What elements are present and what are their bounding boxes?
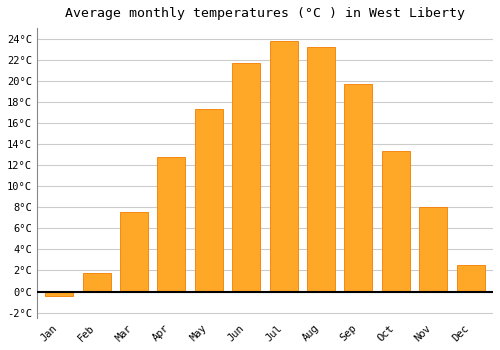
Bar	[307, 47, 335, 292]
Title: Average monthly temperatures (°C ) in West Liberty: Average monthly temperatures (°C ) in We…	[65, 7, 465, 20]
Bar	[45, 292, 74, 296]
Bar	[344, 84, 372, 292]
Bar	[120, 212, 148, 292]
Bar	[158, 157, 186, 292]
Bar	[382, 151, 410, 292]
Bar	[232, 63, 260, 292]
Bar	[270, 41, 297, 292]
Bar	[82, 273, 110, 292]
Bar	[456, 265, 484, 292]
Bar	[419, 207, 447, 292]
Bar	[195, 109, 223, 292]
